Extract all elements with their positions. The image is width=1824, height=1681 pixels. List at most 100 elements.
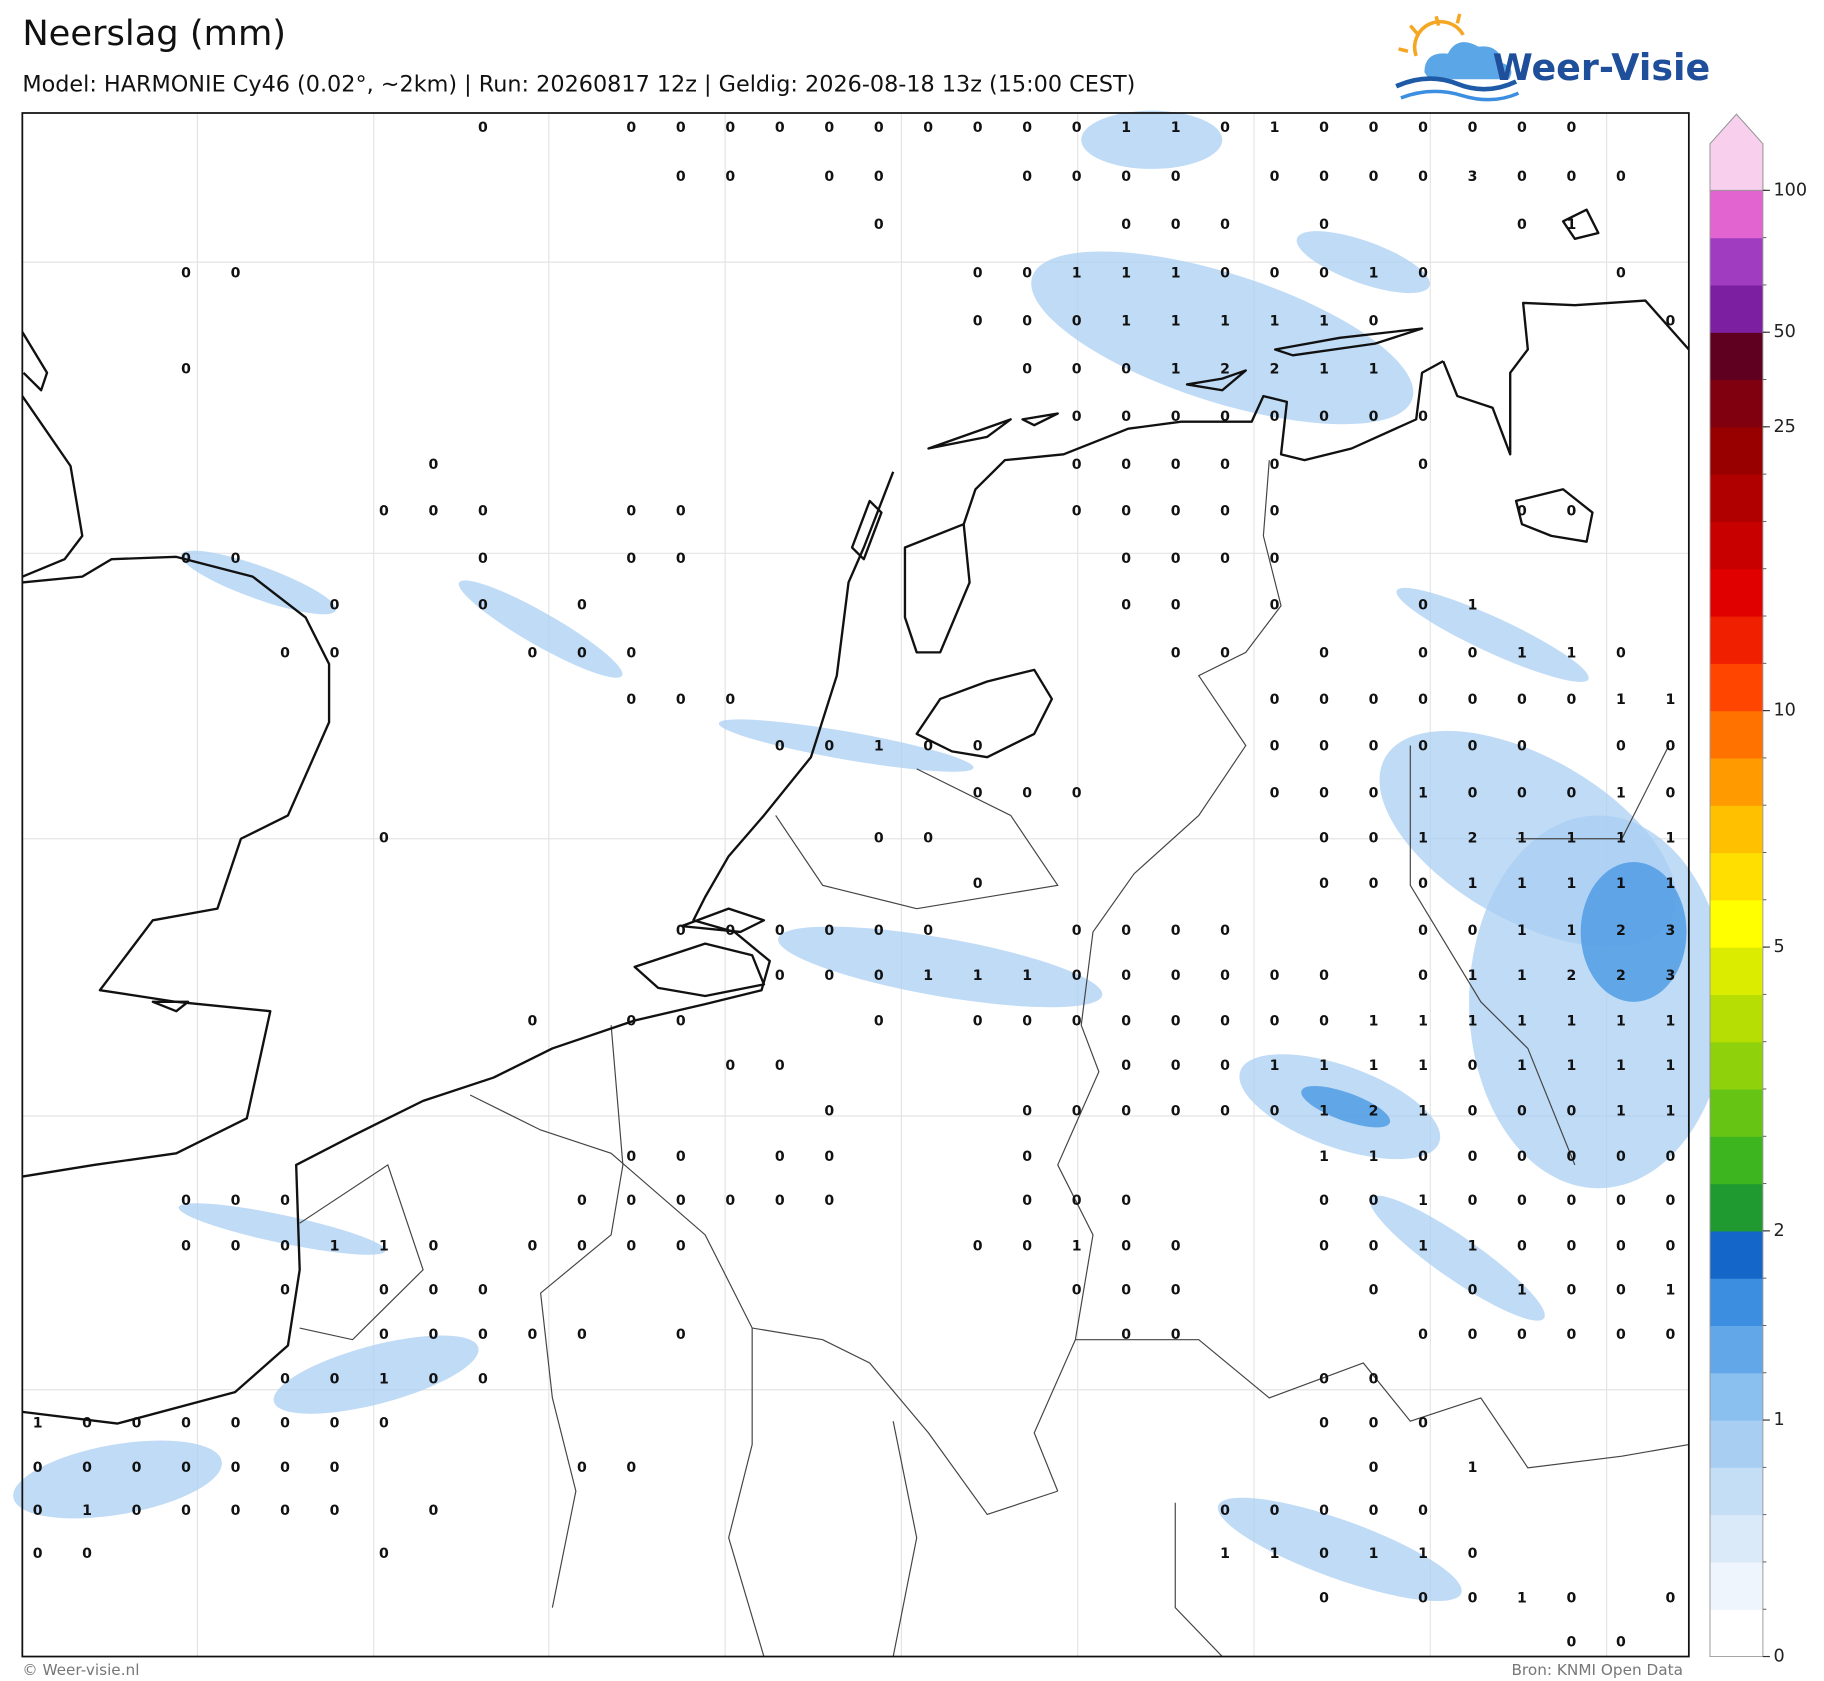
grid-value: 0 <box>626 1239 636 1255</box>
grid-value: 0 <box>1319 1193 1329 1209</box>
grid-value: 0 <box>1121 409 1131 425</box>
grid-value: 0 <box>1072 923 1082 939</box>
grid-value: 0 <box>1220 217 1230 233</box>
grid-value: 0 <box>1616 1327 1626 1343</box>
grid-value: 0 <box>1220 923 1230 939</box>
grid-value: 0 <box>1220 968 1230 984</box>
grid-value: 0 <box>1270 785 1280 801</box>
grid-value: 0 <box>1517 169 1527 185</box>
grid-value: 0 <box>973 785 983 801</box>
grid-value: 0 <box>1418 1327 1428 1343</box>
grid-value: 1 <box>1567 1014 1577 1030</box>
colorbar-band <box>1710 474 1763 523</box>
grid-value: 0 <box>1567 1283 1577 1299</box>
grid-value: 0 <box>1468 1283 1478 1299</box>
grid-value: 0 <box>874 169 884 185</box>
grid-value: 1 <box>1418 1058 1428 1074</box>
title: Neerslag (mm) <box>22 13 286 54</box>
grid-value: 0 <box>626 1014 636 1030</box>
grid-value: 1 <box>1616 785 1626 801</box>
colorbar-band <box>1710 190 1763 239</box>
grid-value: 1 <box>379 1371 389 1387</box>
grid-value: 1 <box>1517 1058 1527 1074</box>
grid-value: 0 <box>874 831 884 847</box>
grid-value: 0 <box>1468 785 1478 801</box>
grid-value: 2 <box>1468 831 1478 847</box>
grid-value: 1 <box>1468 1239 1478 1255</box>
grid-value: 0 <box>1517 692 1527 708</box>
grid-value: 0 <box>1616 646 1626 662</box>
grid-value: 0 <box>1369 314 1379 330</box>
grid-value: 0 <box>1171 1327 1181 1343</box>
colorbar-band <box>1710 1041 1763 1090</box>
footer-credit: © Weer-visie.nl <box>22 1661 139 1679</box>
colorbar-band <box>1710 1136 1763 1185</box>
colorbar-band <box>1710 237 1763 286</box>
grid-value: 1 <box>1567 646 1577 662</box>
grid-value: 0 <box>1072 1193 1082 1209</box>
grid-value: 0 <box>1022 1239 1032 1255</box>
map-frame <box>21 112 1690 1658</box>
grid-value: 1 <box>1517 968 1527 984</box>
grid-value: 0 <box>1418 457 1428 473</box>
grid-value: 0 <box>1171 169 1181 185</box>
grid-value: 1 <box>1517 1590 1527 1606</box>
grid-value: 1 <box>1567 217 1577 233</box>
grid-value: 0 <box>1418 1503 1428 1519</box>
grid-value: 0 <box>1418 409 1428 425</box>
grid-value: 0 <box>1616 1149 1626 1165</box>
grid-value: 0 <box>1319 1503 1329 1519</box>
grid-value: 0 <box>280 646 290 662</box>
grid-value: 0 <box>1319 968 1329 984</box>
grid-value: 0 <box>1418 1149 1428 1165</box>
grid-value: 0 <box>1665 1590 1675 1606</box>
grid-value: 0 <box>1517 1193 1527 1209</box>
grid-value: 1 <box>1319 1058 1329 1074</box>
grid-value: 0 <box>429 457 439 473</box>
colorbar-band <box>1710 284 1763 333</box>
grid-value: 0 <box>824 1103 834 1119</box>
grid-value: 0 <box>1072 169 1082 185</box>
grid-value: 0 <box>676 169 686 185</box>
grid-value: 1 <box>1468 1014 1478 1030</box>
footer-source: Bron: KNMI Open Data <box>1511 1661 1683 1679</box>
grid-value: 0 <box>1567 1193 1577 1209</box>
colorbar-band <box>1710 1561 1763 1610</box>
colorbar-band <box>1710 1372 1763 1421</box>
grid-value: 1 <box>1517 831 1527 847</box>
grid-value: 1 <box>1220 314 1230 330</box>
grid-value: 0 <box>577 1327 587 1343</box>
grid-value: 0 <box>1220 551 1230 567</box>
grid-value: 2 <box>1567 968 1577 984</box>
grid-value: 0 <box>1022 785 1032 801</box>
grid-value: 0 <box>1369 409 1379 425</box>
grid-value: 0 <box>676 692 686 708</box>
grid-value: 0 <box>1418 692 1428 708</box>
grid-value: 0 <box>1171 968 1181 984</box>
grid-value: 0 <box>1616 1635 1626 1651</box>
grid-value: 0 <box>181 551 191 567</box>
grid-value: 0 <box>231 266 241 282</box>
grid-value: 0 <box>676 923 686 939</box>
grid-value: 0 <box>1072 503 1082 519</box>
grid-value: 0 <box>1270 457 1280 473</box>
grid-value: 0 <box>973 1014 983 1030</box>
grid-value: 0 <box>1468 1103 1478 1119</box>
grid-value: 0 <box>132 1460 142 1476</box>
grid-value: 0 <box>923 923 933 939</box>
grid-value: 0 <box>626 692 636 708</box>
grid-value: 0 <box>923 831 933 847</box>
grid-value: 0 <box>478 1327 488 1343</box>
grid-value: 1 <box>82 1503 92 1519</box>
colorbar-band <box>1710 710 1763 759</box>
grid-value: 0 <box>1567 1590 1577 1606</box>
grid-value: 0 <box>1072 409 1082 425</box>
grid-value: 0 <box>1220 646 1230 662</box>
grid-value: 0 <box>626 551 636 567</box>
map-background <box>22 112 1689 1657</box>
grid-value: 1 <box>1418 1014 1428 1030</box>
grid-value: 0 <box>429 1239 439 1255</box>
grid-value: 0 <box>725 692 735 708</box>
grid-value: 1 <box>973 968 983 984</box>
